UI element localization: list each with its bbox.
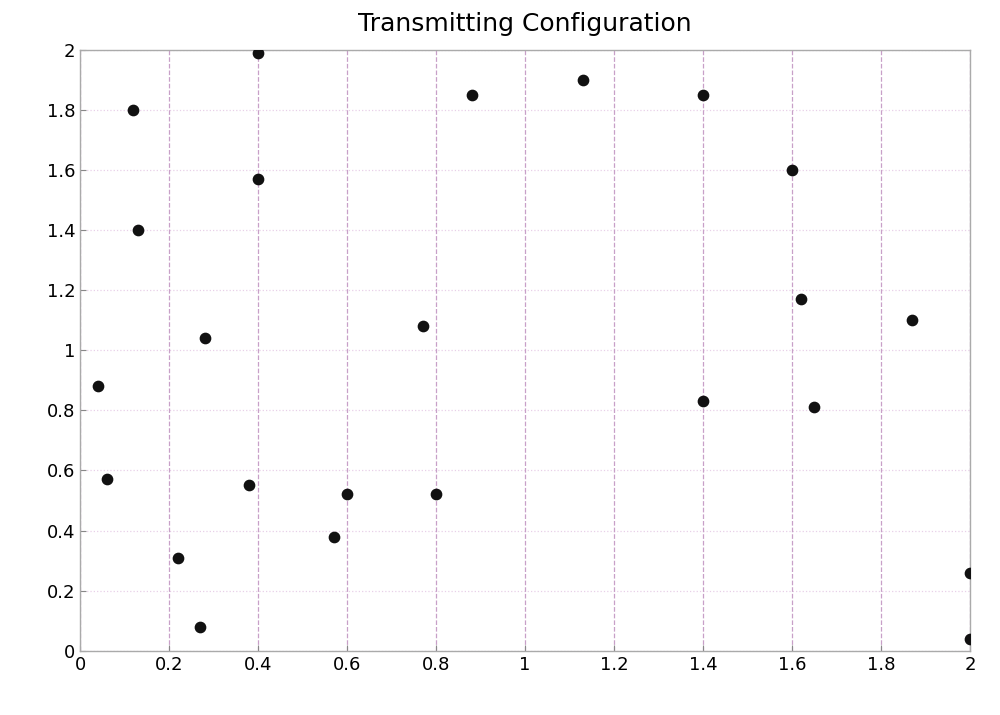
Point xyxy=(793,294,809,305)
Point xyxy=(962,567,978,578)
Point xyxy=(575,74,591,86)
Point xyxy=(695,89,711,101)
Point xyxy=(784,164,800,176)
Point xyxy=(428,489,444,500)
Point xyxy=(90,380,106,392)
Point xyxy=(806,402,822,413)
Point xyxy=(130,225,146,236)
Point xyxy=(339,489,355,500)
Point xyxy=(464,89,480,101)
Point xyxy=(197,332,213,344)
Point xyxy=(99,474,115,485)
Point xyxy=(695,395,711,407)
Point xyxy=(904,315,920,326)
Point xyxy=(415,320,431,332)
Point xyxy=(250,174,266,185)
Point xyxy=(241,480,257,491)
Point xyxy=(192,621,208,632)
Point xyxy=(125,104,141,116)
Point xyxy=(250,47,266,59)
Title: Transmitting Configuration: Transmitting Configuration xyxy=(358,11,692,36)
Point xyxy=(170,552,186,563)
Point xyxy=(326,531,342,542)
Point xyxy=(962,633,978,644)
